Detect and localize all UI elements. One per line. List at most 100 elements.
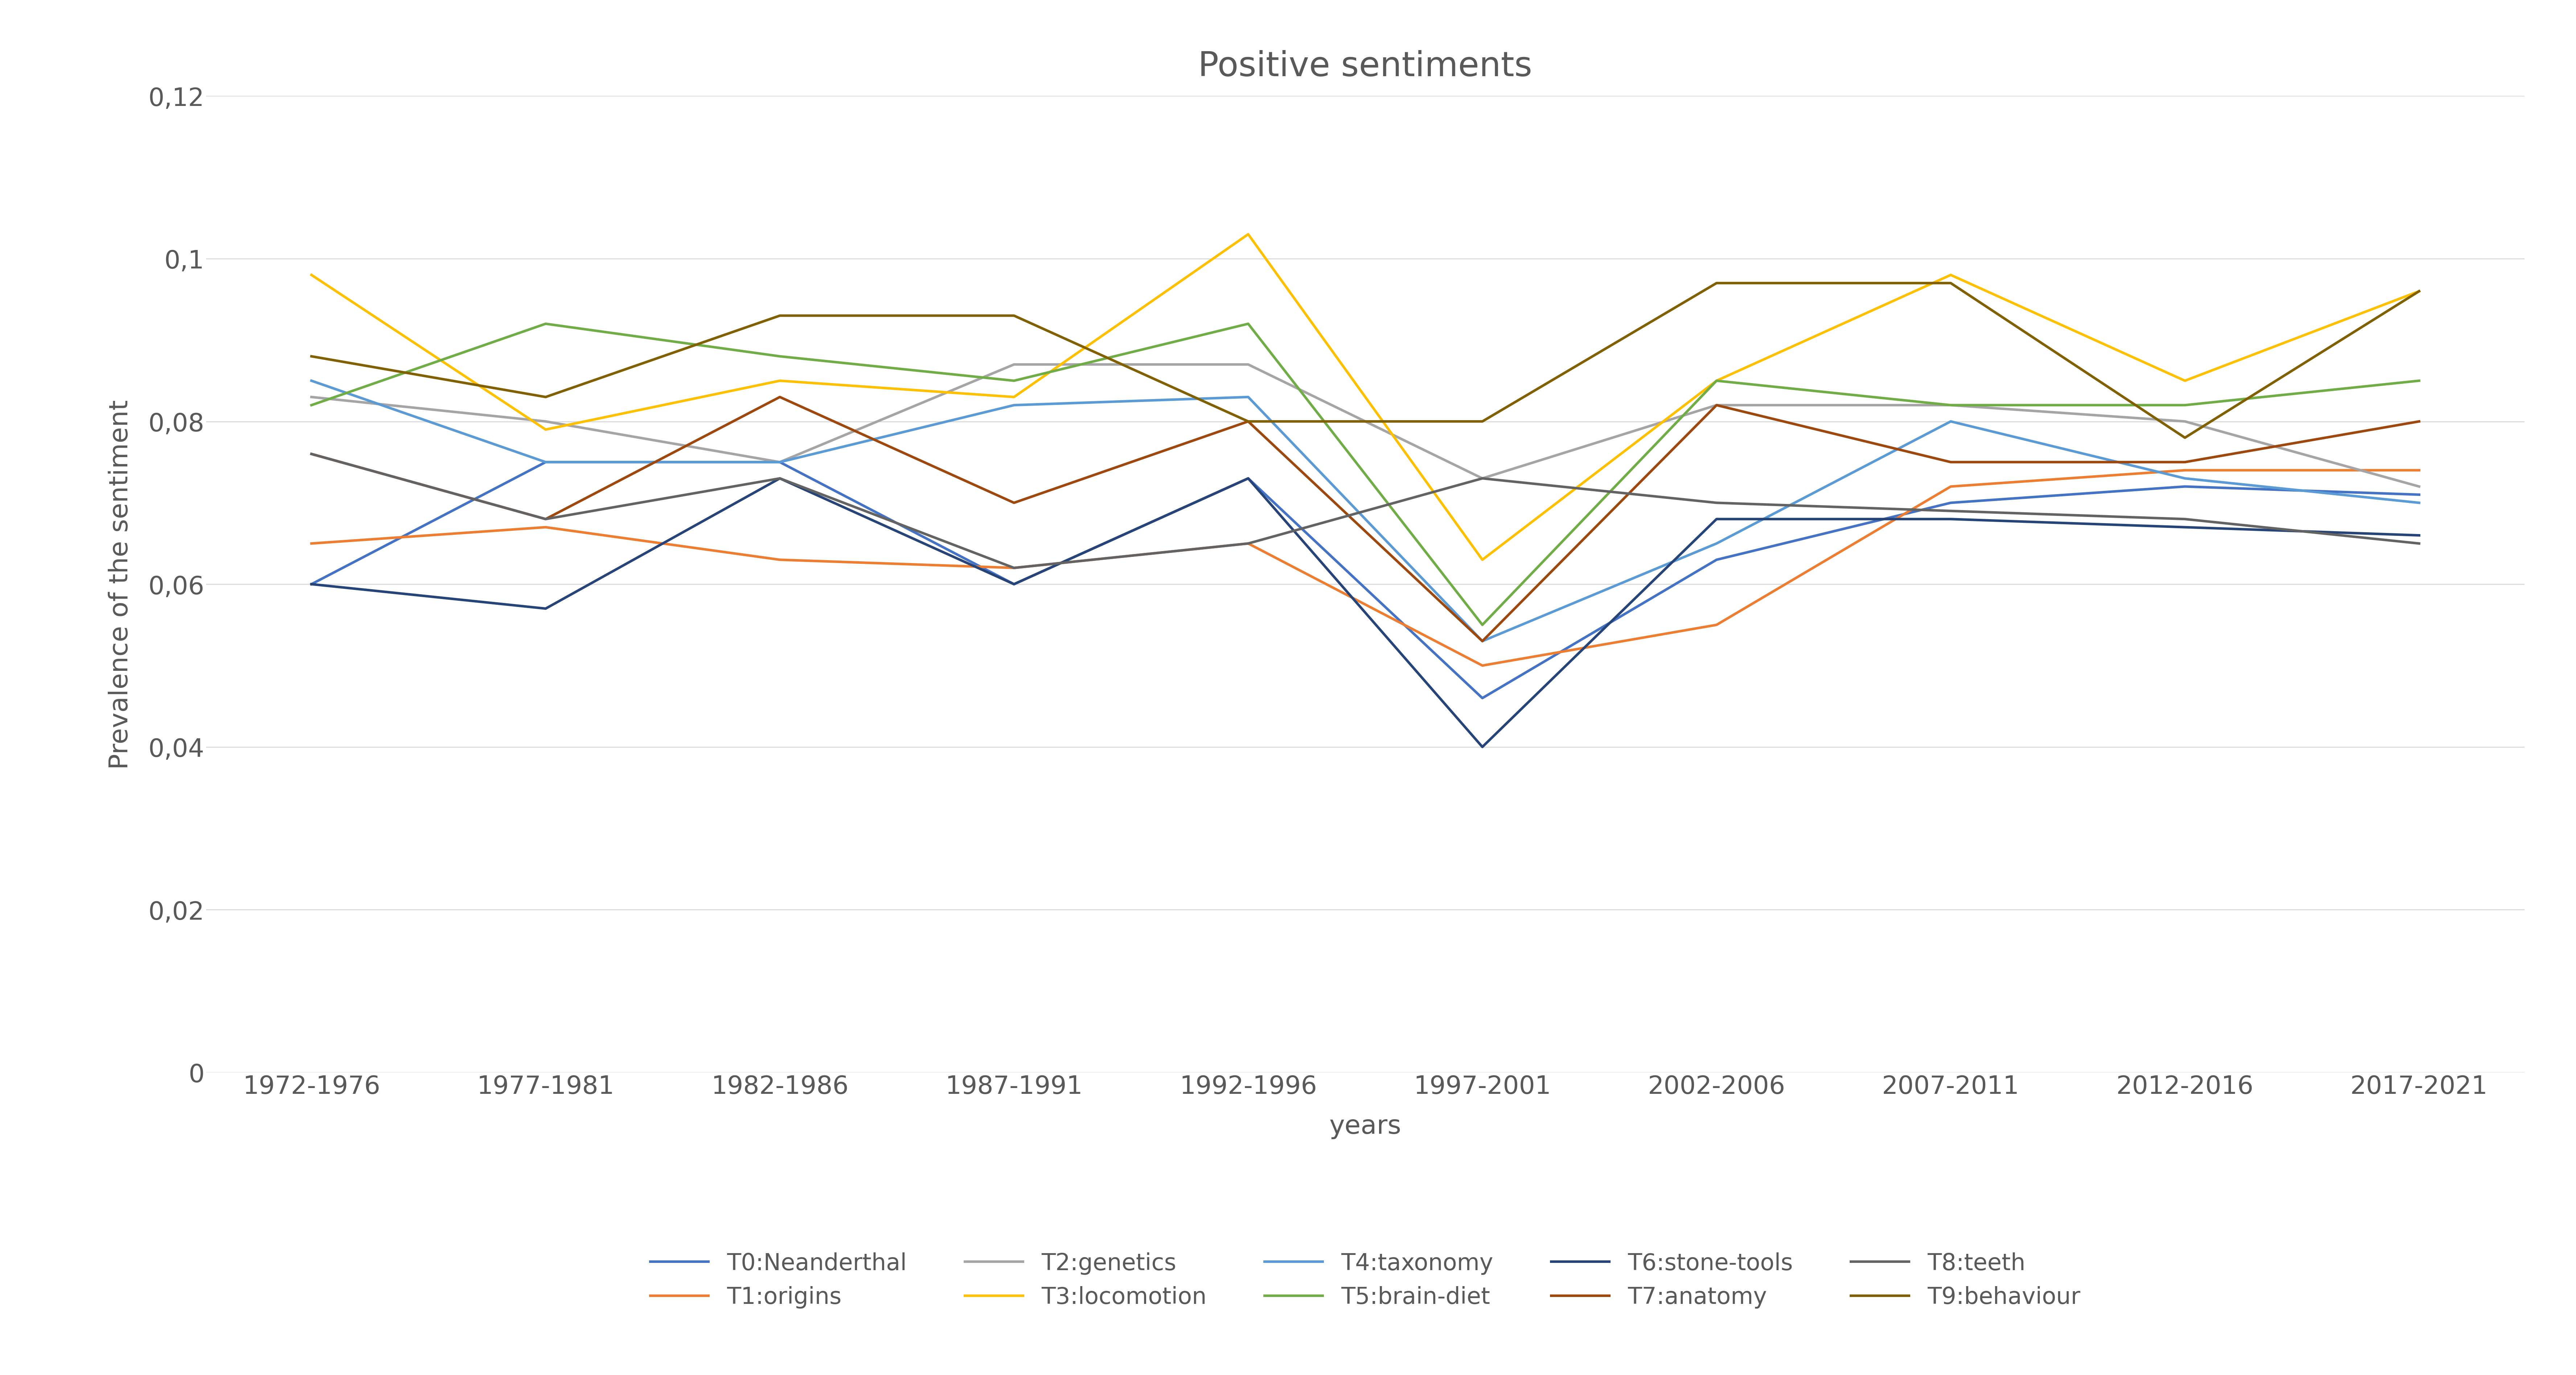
T7:anatomy (2169, 454, 2200, 470)
T8:teeth (296, 446, 327, 462)
T6:stone-tools (2403, 527, 2434, 543)
T4:taxonomy (531, 454, 562, 470)
Line: T8:teeth: T8:teeth (312, 454, 2419, 568)
T3:locomotion (765, 373, 796, 389)
T1:origins (531, 520, 562, 536)
Line: T0:Neanderthal: T0:Neanderthal (312, 462, 2419, 699)
T7:anatomy (999, 495, 1030, 511)
T4:taxonomy (2169, 470, 2200, 487)
T1:origins (1234, 535, 1265, 551)
T5:brain-diet (999, 373, 1030, 389)
T3:locomotion (1935, 267, 1965, 283)
Line: T3:locomotion: T3:locomotion (312, 235, 2419, 560)
T9:behaviour (2169, 429, 2200, 446)
T1:origins (1700, 617, 1731, 634)
T8:teeth (2169, 511, 2200, 528)
T4:taxonomy (765, 454, 796, 470)
T1:origins (765, 551, 796, 568)
T9:behaviour (296, 348, 327, 364)
T4:taxonomy (1700, 535, 1731, 551)
T6:stone-tools (1234, 470, 1265, 487)
T9:behaviour (1234, 414, 1265, 430)
T2:genetics (1466, 470, 1497, 487)
Line: T2:genetics: T2:genetics (312, 364, 2419, 487)
T7:anatomy (1466, 632, 1497, 649)
T8:teeth (999, 560, 1030, 576)
Y-axis label: Prevalence of the sentiment: Prevalence of the sentiment (108, 400, 134, 769)
T0:Neanderthal (1935, 495, 1965, 511)
T1:origins (296, 535, 327, 551)
T8:teeth (765, 470, 796, 487)
T2:genetics (1700, 397, 1731, 414)
T0:Neanderthal (1234, 470, 1265, 487)
T7:anatomy (531, 511, 562, 528)
T3:locomotion (2403, 283, 2434, 300)
T8:teeth (1234, 535, 1265, 551)
T1:origins (1935, 478, 1965, 495)
T0:Neanderthal (531, 454, 562, 470)
T8:teeth (1935, 503, 1965, 520)
T0:Neanderthal (999, 576, 1030, 593)
T3:locomotion (1700, 373, 1731, 389)
T1:origins (2403, 462, 2434, 478)
T3:locomotion (999, 389, 1030, 406)
Line: T5:brain-diet: T5:brain-diet (312, 324, 2419, 626)
T9:behaviour (1466, 414, 1497, 430)
T0:Neanderthal (296, 576, 327, 593)
T0:Neanderthal (1466, 690, 1497, 707)
T9:behaviour (765, 308, 796, 324)
T9:behaviour (2403, 283, 2434, 300)
T3:locomotion (1466, 551, 1497, 568)
T5:brain-diet (1935, 397, 1965, 414)
T4:taxonomy (2403, 495, 2434, 511)
T1:origins (1466, 657, 1497, 674)
T2:genetics (2169, 414, 2200, 430)
T2:genetics (296, 389, 327, 406)
X-axis label: years: years (1329, 1114, 1401, 1138)
T2:genetics (999, 356, 1030, 373)
T5:brain-diet (1466, 617, 1497, 634)
T1:origins (999, 560, 1030, 576)
Line: T6:stone-tools: T6:stone-tools (312, 478, 2419, 747)
T2:genetics (2403, 478, 2434, 495)
T6:stone-tools (999, 576, 1030, 593)
T0:Neanderthal (765, 454, 796, 470)
Line: T7:anatomy: T7:anatomy (312, 397, 2419, 641)
T6:stone-tools (765, 470, 796, 487)
T4:taxonomy (1234, 389, 1265, 406)
T9:behaviour (1700, 275, 1731, 292)
T2:genetics (1234, 356, 1265, 373)
T7:anatomy (1935, 454, 1965, 470)
T7:anatomy (765, 389, 796, 406)
T9:behaviour (999, 308, 1030, 324)
T8:teeth (1700, 495, 1731, 511)
T4:taxonomy (1935, 414, 1965, 430)
T7:anatomy (1234, 414, 1265, 430)
T8:teeth (531, 511, 562, 528)
T5:brain-diet (1234, 316, 1265, 333)
Legend: T0:Neanderthal, T1:origins, T2:genetics, T3:locomotion, T4:taxonomy, T5:brain-di: T0:Neanderthal, T1:origins, T2:genetics,… (639, 1240, 2092, 1320)
T3:locomotion (1234, 227, 1265, 243)
T8:teeth (1466, 470, 1497, 487)
T0:Neanderthal (1700, 551, 1731, 568)
T4:taxonomy (999, 397, 1030, 414)
T2:genetics (1935, 397, 1965, 414)
T2:genetics (765, 454, 796, 470)
T4:taxonomy (296, 373, 327, 389)
T3:locomotion (531, 422, 562, 439)
T5:brain-diet (765, 348, 796, 364)
T9:behaviour (531, 389, 562, 406)
T7:anatomy (2403, 414, 2434, 430)
T0:Neanderthal (2403, 487, 2434, 503)
T5:brain-diet (2403, 373, 2434, 389)
T8:teeth (2403, 535, 2434, 551)
T7:anatomy (296, 446, 327, 462)
T6:stone-tools (296, 576, 327, 593)
Title: Positive sentiments: Positive sentiments (1198, 50, 1533, 84)
T6:stone-tools (1700, 511, 1731, 528)
T9:behaviour (1935, 275, 1965, 292)
T6:stone-tools (2169, 520, 2200, 536)
T7:anatomy (1700, 397, 1731, 414)
Line: T4:taxonomy: T4:taxonomy (312, 381, 2419, 641)
T5:brain-diet (2169, 397, 2200, 414)
